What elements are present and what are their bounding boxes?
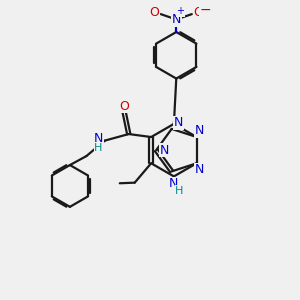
Text: N: N (172, 13, 181, 26)
Text: O: O (149, 6, 159, 19)
Text: N: N (169, 177, 178, 190)
Text: N: N (159, 144, 169, 157)
Text: N: N (173, 116, 183, 129)
Text: N: N (194, 124, 204, 137)
Text: N: N (94, 132, 103, 145)
Text: H: H (175, 186, 184, 196)
Text: O: O (194, 6, 203, 19)
Text: H: H (94, 143, 103, 153)
Text: −: − (200, 3, 211, 16)
Text: N: N (194, 163, 204, 176)
Text: +: + (176, 6, 184, 16)
Text: O: O (119, 100, 129, 112)
